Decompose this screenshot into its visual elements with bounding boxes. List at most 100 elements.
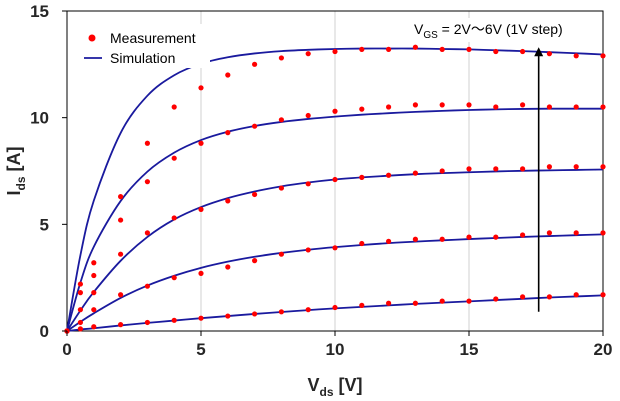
y-axis-ticks: 0 5 10 15 — [30, 2, 67, 341]
simulation-line-vgs-3V — [66, 233, 604, 332]
measurement-point-vgs-3V-x-12 — [386, 238, 392, 244]
measurement-point-vgs-3V-x-1 — [91, 307, 97, 313]
measurement-point-vgs-5V-x-1 — [91, 272, 97, 279]
measurement-point-vgs-2V-x-3 — [144, 319, 150, 326]
measurement-point-vgs-4V-x-8 — [278, 185, 284, 191]
measurement-point-vgs-2V-x-19 — [573, 292, 579, 298]
measurement-point-vgs-3V-x-9 — [305, 247, 311, 253]
y-axis-title: Ids [A] — [4, 146, 28, 195]
measurement-point-vgs-4V-x-14 — [439, 168, 445, 174]
measurement-point-vgs-5V-x-6 — [225, 130, 231, 136]
measurement-point-vgs-4V-x-7 — [252, 191, 258, 198]
measurement-point-vgs-3V-x-8 — [278, 251, 284, 257]
measurement-point-vgs-6V-x-18 — [546, 51, 553, 57]
measurement-point-vgs-5V-x-14 — [439, 102, 445, 108]
measurement-point-vgs-4V-x-15 — [466, 166, 472, 172]
measurement-point-vgs-3V-x-16 — [493, 234, 499, 240]
vgs-arrowhead — [534, 47, 544, 57]
measurement-point-vgs-3V-x-0.5 — [77, 319, 83, 326]
measurement-point-vgs-5V-x-19 — [573, 104, 579, 110]
measurement-point-vgs-3V-x-17 — [520, 232, 526, 238]
measurement-point-vgs-6V-x-4 — [171, 104, 177, 110]
measurement-point-vgs-4V-x-19 — [573, 164, 579, 170]
measurement-point-vgs-3V-x-14 — [439, 236, 445, 242]
simulation-line-vgs-2V — [66, 294, 604, 332]
measurement-point-vgs-4V-x-20 — [600, 164, 606, 170]
measurement-point-vgs-2V-x-16 — [493, 296, 499, 302]
measurement-point-vgs-3V-x-18 — [546, 230, 553, 236]
measurement-point-vgs-6V-x-11 — [359, 46, 365, 53]
simulation-line-vgs-4V — [66, 168, 604, 332]
measurement-point-vgs-6V-x-8 — [278, 55, 284, 61]
measurement-point-vgs-6V-x-13 — [412, 44, 418, 50]
measurement-point-vgs-5V-x-8 — [278, 117, 284, 123]
measurement-point-vgs-4V-x-16 — [493, 166, 499, 172]
x-tick-label-20: 20 — [594, 340, 613, 359]
measurement-point-vgs-5V-x-0.5 — [77, 290, 83, 296]
measurement-point-vgs-2V-x-6 — [225, 313, 231, 319]
measurement-point-vgs-4V-x-2 — [118, 251, 124, 257]
measurement-point-vgs-4V-x-3 — [144, 230, 150, 236]
measurement-point-vgs-3V-x-5 — [198, 270, 204, 276]
measurement-point-vgs-3V-x-19 — [573, 230, 579, 236]
measurement-point-vgs-6V-x-3 — [144, 140, 150, 146]
grid — [200, 11, 470, 331]
measurement-point-vgs-5V-x-10 — [332, 108, 338, 114]
measurement-point-vgs-5V-x-13 — [412, 102, 418, 108]
measurement-point-vgs-4V-x-4 — [171, 215, 177, 221]
measurement-point-vgs-2V-x-2 — [118, 322, 124, 328]
measurement-point-vgs-5V-x-7 — [252, 123, 258, 129]
measurement-point-vgs-5V-x-5 — [198, 140, 204, 146]
measurement-point-vgs-6V-x-14 — [439, 46, 445, 53]
measurement-point-vgs-3V-x-10 — [332, 245, 338, 251]
measurement-point-vgs-2V-x-9 — [305, 307, 311, 313]
measurement-point-vgs-4V-x-10 — [332, 176, 338, 183]
measurement-point-vgs-6V-x-15 — [466, 46, 472, 53]
measurement-point-vgs-5V-x-2 — [118, 217, 124, 223]
x-tick-label-0: 0 — [62, 340, 71, 359]
y-axis-title-rest: [A] — [4, 146, 24, 176]
measurement-point-vgs-3V-x-7 — [252, 258, 258, 264]
measurement-point-vgs-4V-x-18 — [546, 164, 553, 170]
measurement-point-vgs-6V-x-5 — [198, 85, 204, 91]
measurement-point-vgs-4V-x-17 — [520, 166, 526, 172]
measurement-point-vgs-2V-x-7 — [252, 311, 258, 317]
measurement-point-vgs-2V-x-20 — [600, 292, 606, 298]
legend-label-measurement: Measurement — [110, 30, 196, 46]
measurement-point-vgs-5V-x-15 — [466, 102, 472, 108]
y-tick-label-10: 10 — [30, 109, 49, 128]
x-axis-title: Vds [V] — [307, 375, 362, 399]
x-axis-title-sub: ds — [320, 385, 334, 399]
measurement-point-vgs-2V-x-11 — [359, 302, 365, 308]
measurement-point-vgs-2V-x-0.5 — [77, 326, 83, 332]
measurement-point-vgs-4V-x-6 — [225, 198, 231, 204]
annotation-v: V — [414, 21, 424, 37]
measurement-point-vgs-6V-x-2 — [118, 194, 124, 200]
measurement-point-vgs-2V-x-14 — [439, 298, 445, 304]
measurement-point-vgs-2V-x-10 — [332, 304, 338, 311]
measurement-point-vgs-2V-x-12 — [386, 300, 392, 306]
annotation-background — [410, 18, 600, 42]
measurement-point-vgs-3V-x-13 — [412, 236, 418, 242]
measurement-point-vgs-6V-x-19 — [573, 53, 579, 59]
measurement-point-vgs-4V-x-5 — [198, 206, 204, 212]
measurement-point-vgs-6V-x-9 — [305, 51, 311, 57]
x-axis-title-rest: [V] — [334, 375, 363, 395]
measurement-point-vgs-2V-x-5 — [198, 315, 204, 321]
annotation-range: = 2V～6V (1V step) — [438, 21, 563, 37]
y-tick-label-5: 5 — [40, 215, 49, 234]
y-axis-title-main: I — [4, 191, 24, 196]
x-axis-ticks: 0 5 10 15 20 — [62, 331, 612, 359]
measurement-point-vgs-3V-x-15 — [466, 234, 472, 240]
measurement-point-vgs-3V-x-20 — [600, 230, 606, 236]
measurement-point-vgs-3V-x-2 — [118, 292, 124, 298]
legend: Measurement Simulation — [76, 24, 210, 68]
x-axis-title-main: V — [307, 375, 319, 395]
series-lines — [66, 47, 604, 332]
measurement-point-vgs-2V-x-17 — [520, 294, 526, 300]
measurement-point-vgs-4V-x-13 — [412, 170, 418, 176]
measurement-point-vgs-2V-x-8 — [278, 309, 284, 315]
measurement-point-vgs-2V-x-18 — [546, 294, 553, 300]
measurement-point-vgs-6V-x-10 — [332, 48, 338, 55]
measurement-point-vgs-5V-x-16 — [493, 104, 499, 110]
